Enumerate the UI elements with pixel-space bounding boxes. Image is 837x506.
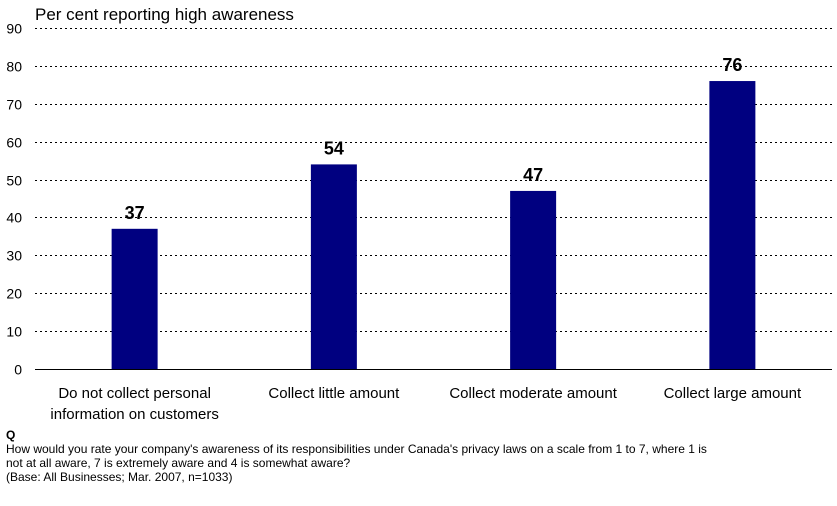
y-tick-label: 70 bbox=[6, 97, 22, 113]
bar bbox=[111, 228, 158, 369]
question-line-2: not at all aware, 7 is extremely aware a… bbox=[6, 456, 351, 470]
bar bbox=[310, 164, 357, 369]
x-tick-label: Collect little amount bbox=[268, 385, 400, 402]
y-tick-label: 20 bbox=[6, 286, 22, 302]
y-axis: 0 10 20 30 40 50 60 70 80 90 bbox=[6, 21, 832, 378]
y-tick-label: 10 bbox=[6, 324, 22, 340]
base-note: (Base: All Businesses; Mar. 2007, n=1033… bbox=[6, 470, 233, 484]
bar-value-label: 54 bbox=[324, 138, 344, 158]
x-tick-label: Collect large amount bbox=[664, 385, 802, 402]
question-line-1: How would you rate your company's awaren… bbox=[6, 442, 707, 456]
y-tick-label: 60 bbox=[6, 135, 22, 151]
y-tick-label: 40 bbox=[6, 210, 22, 226]
bar-value-label: 76 bbox=[722, 55, 742, 75]
bar bbox=[510, 190, 557, 369]
x-axis-labels: Do not collect personal information on cu… bbox=[50, 385, 802, 423]
y-tick-label: 90 bbox=[6, 21, 22, 37]
bars: 37 54 47 76 bbox=[111, 55, 756, 370]
y-tick-label: 50 bbox=[6, 173, 22, 189]
bar-value-label: 37 bbox=[125, 203, 145, 223]
x-tick-label: Collect moderate amount bbox=[449, 385, 617, 402]
x-tick-label: Do not collect personal bbox=[58, 385, 211, 402]
bar bbox=[709, 81, 756, 370]
y-tick-label: 30 bbox=[6, 248, 22, 264]
y-tick-label: 0 bbox=[14, 362, 22, 378]
bar-value-label: 47 bbox=[523, 165, 543, 185]
chart-title: Per cent reporting high awareness bbox=[35, 5, 294, 24]
x-tick-label: information on customers bbox=[50, 406, 218, 423]
question-marker: Q bbox=[6, 428, 16, 442]
y-tick-label: 80 bbox=[6, 59, 22, 75]
footnote: Q How would you rate your company's awar… bbox=[6, 428, 831, 484]
bar-chart: Per cent reporting high awareness 0 10 20 3… bbox=[6, 5, 832, 423]
